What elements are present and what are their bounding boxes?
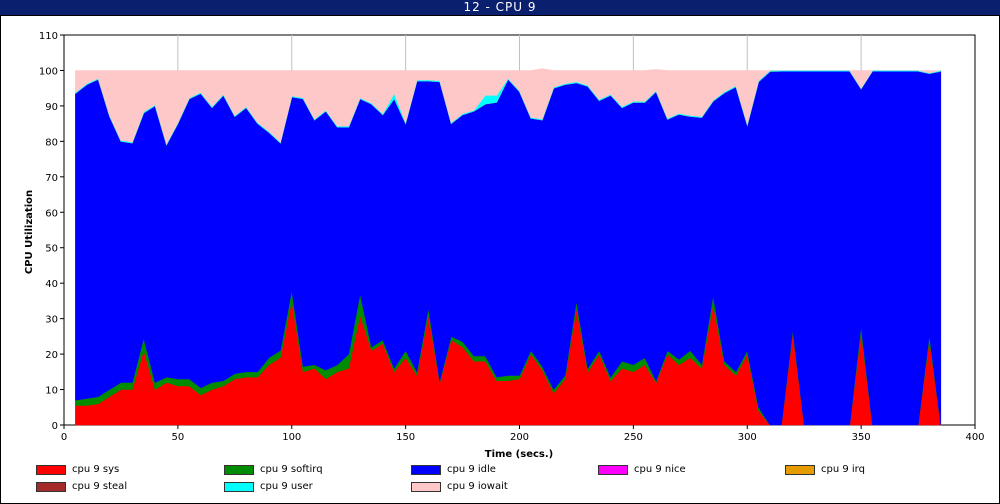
legend-swatch bbox=[598, 465, 628, 475]
series-area-cpu-9-idle bbox=[75, 70, 942, 426]
y-tick-label: 40 bbox=[45, 279, 58, 290]
y-tick-label: 100 bbox=[39, 66, 58, 77]
x-tick-label: 350 bbox=[852, 432, 871, 443]
y-tick-label: 50 bbox=[45, 244, 58, 255]
y-tick-label: 60 bbox=[45, 208, 58, 219]
legend-swatch bbox=[411, 482, 441, 492]
legend-label: cpu 9 user bbox=[260, 481, 313, 492]
y-tick-label: 10 bbox=[45, 386, 58, 397]
y-tick-label: 110 bbox=[39, 31, 58, 42]
stacked-areas bbox=[75, 68, 942, 426]
x-tick-label: 400 bbox=[965, 432, 984, 443]
legend-swatch bbox=[224, 482, 254, 492]
x-tick-label: 0 bbox=[61, 432, 67, 443]
x-tick-label: 100 bbox=[282, 432, 301, 443]
x-axis-ticks: 0 50 100 150 200 250 300 350 400 bbox=[61, 425, 985, 443]
window-title: 12 - CPU 9 bbox=[0, 0, 1000, 15]
y-tick-label: 20 bbox=[45, 350, 58, 361]
series-area-cpu-9-iowait bbox=[75, 68, 941, 145]
y-tick-label: 90 bbox=[45, 102, 58, 113]
y-axis-ticks: 0 10 20 30 40 50 60 70 80 90 100 110 bbox=[39, 31, 64, 432]
legend-swatch bbox=[411, 465, 441, 475]
x-axis-label: Time (secs.) bbox=[485, 449, 554, 460]
x-tick-label: 50 bbox=[172, 432, 185, 443]
legend-label: cpu 9 softirq bbox=[260, 464, 323, 475]
legend-label: cpu 9 irq bbox=[821, 464, 865, 475]
y-tick-label: 30 bbox=[45, 315, 58, 326]
x-tick-label: 200 bbox=[510, 432, 529, 443]
x-tick-label: 150 bbox=[396, 432, 415, 443]
legend-label: cpu 9 nice bbox=[634, 464, 686, 475]
legend-swatch bbox=[36, 465, 66, 475]
legend-label: cpu 9 sys bbox=[72, 464, 120, 475]
x-tick-label: 300 bbox=[738, 432, 757, 443]
legend-swatch bbox=[224, 465, 254, 475]
legend: cpu 9 sys cpu 9 softirq cpu 9 idle cpu 9 ni… bbox=[0, 462, 1000, 502]
legend-label: cpu 9 steal bbox=[72, 481, 128, 492]
legend-label: cpu 9 idle bbox=[447, 464, 496, 475]
legend-swatch bbox=[785, 465, 815, 475]
x-tick-label: 250 bbox=[624, 432, 643, 443]
y-axis-label: CPU Utilization bbox=[24, 190, 35, 274]
legend-swatch bbox=[36, 482, 66, 492]
y-tick-label: 80 bbox=[45, 137, 58, 148]
legend-label: cpu 9 iowait bbox=[447, 481, 508, 492]
y-tick-label: 70 bbox=[45, 173, 58, 184]
y-tick-label: 0 bbox=[52, 421, 58, 432]
